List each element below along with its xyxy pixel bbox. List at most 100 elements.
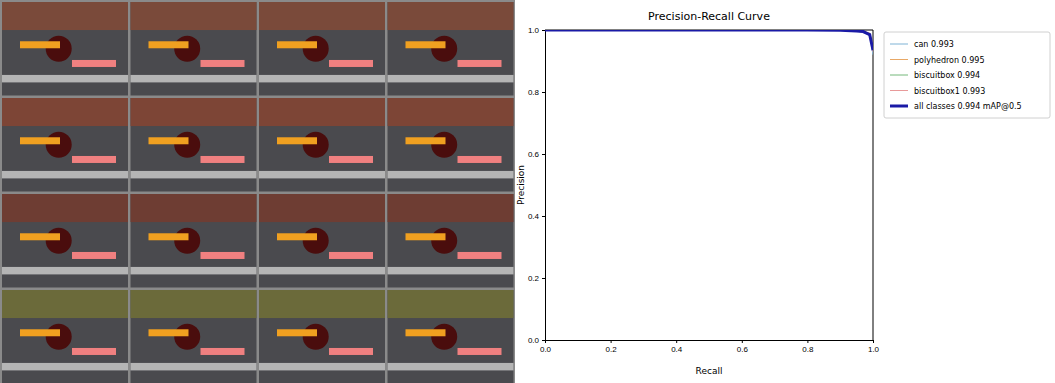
legend-swatch [890, 44, 908, 45]
tile-box [201, 60, 245, 67]
tile-box [20, 137, 60, 144]
tile-rail [388, 363, 514, 370]
chart-title: Precision-Recall Curve [648, 10, 770, 23]
tile-box [406, 329, 446, 336]
x-tick: 0.2 [606, 340, 618, 354]
tile-wall [388, 2, 514, 30]
x-tick-mark [807, 340, 808, 343]
image-tile [131, 2, 257, 96]
y-tick: 0.4 [528, 212, 545, 221]
tile-box [277, 41, 317, 48]
tile-floor [131, 98, 257, 192]
tile-object [46, 132, 72, 158]
tile-box [72, 60, 116, 67]
tile-wall [131, 2, 257, 30]
legend-swatch [890, 59, 908, 60]
tile-rail [131, 363, 257, 370]
tile-object [303, 36, 329, 62]
x-tick: 0.0 [540, 340, 552, 354]
tile-floor [259, 98, 385, 192]
image-tile [2, 98, 128, 192]
plot-area [545, 30, 873, 55]
tile-rail [2, 363, 128, 370]
y-axis: 0.0 0.2 0.4 0.6 0.8 1.0 [528, 26, 546, 345]
tile-box [149, 137, 189, 144]
y-tick: 1.0 [528, 26, 545, 35]
y-tick-label: 0.8 [528, 88, 540, 97]
y-tick-mark [542, 154, 545, 155]
image-tile [259, 290, 385, 383]
legend-label: can 0.993 [914, 40, 954, 49]
x-tick-mark [611, 340, 612, 343]
tile-box [20, 41, 60, 48]
y-tick: 0.2 [528, 274, 545, 283]
tile-box [329, 252, 373, 259]
y-tick-label: 0.2 [528, 274, 540, 283]
mosaic-background [0, 0, 515, 383]
tile-floor [259, 2, 385, 96]
x-tick: 0.8 [802, 340, 814, 354]
tile-rail [131, 171, 257, 178]
image-tile [131, 194, 257, 288]
tile-object [431, 132, 457, 158]
tile-floor [131, 194, 257, 288]
image-tile [388, 2, 514, 96]
x-tick-label: 0.6 [737, 345, 749, 354]
tile-box [406, 137, 446, 144]
y-axis-line [542, 31, 546, 341]
tile-rail [259, 363, 385, 370]
image-tile [259, 98, 385, 192]
tile-rail [259, 75, 385, 82]
tile-rail [2, 267, 128, 274]
y-tick-mark [542, 216, 545, 217]
x-tick-label: 1.0 [868, 345, 880, 354]
legend-label: biscuitbox1 0.993 [914, 87, 985, 96]
legend-label: polyhedron 0.995 [914, 56, 985, 65]
tile-rail [388, 171, 514, 178]
tile-floor [2, 98, 128, 192]
x-axis-title: Recall [696, 366, 723, 376]
tile-wall [2, 98, 128, 126]
tile-object [431, 36, 457, 62]
tile-object [431, 228, 457, 254]
x-tick: 0.4 [671, 340, 683, 354]
tile-object [174, 324, 200, 350]
tile-rail [259, 171, 385, 178]
image-tile [2, 2, 128, 96]
tile-box [149, 233, 189, 240]
x-tick: 1.0 [868, 340, 880, 354]
x-tick-label: 0.0 [540, 345, 552, 354]
tile-box [277, 137, 317, 144]
plot-frame [545, 30, 873, 340]
pr-curve [545, 30, 873, 50]
y-tick: 0.0 [528, 336, 545, 345]
pr-curve [545, 30, 873, 52]
tile-box [201, 252, 245, 259]
y-tick-label: 0.0 [528, 336, 540, 345]
tile-floor [388, 98, 514, 192]
y-tick: 0.8 [528, 88, 545, 97]
tile-object [303, 132, 329, 158]
legend: can 0.993polyhedron 0.995biscuitbox 0.99… [884, 32, 1050, 118]
legend-swatch [890, 90, 908, 91]
legend-frame [884, 32, 1050, 118]
tile-object [174, 36, 200, 62]
tile-floor [2, 194, 128, 288]
image-tile [131, 290, 257, 383]
tile-floor [2, 2, 128, 96]
image-tile [388, 98, 514, 192]
image-tile [259, 194, 385, 288]
y-tick: 0.6 [528, 150, 545, 159]
legend-swatch [890, 105, 908, 108]
tile-floor [131, 2, 257, 96]
tile-wall [259, 2, 385, 30]
y-tick-mark [542, 340, 545, 341]
x-tick-mark [676, 340, 677, 343]
tile-box [149, 41, 189, 48]
tile-box [329, 348, 373, 355]
image-tile [2, 194, 128, 288]
tile-object [46, 36, 72, 62]
tile-wall [388, 98, 514, 126]
tile-rail [388, 267, 514, 274]
tile-box [458, 60, 502, 67]
